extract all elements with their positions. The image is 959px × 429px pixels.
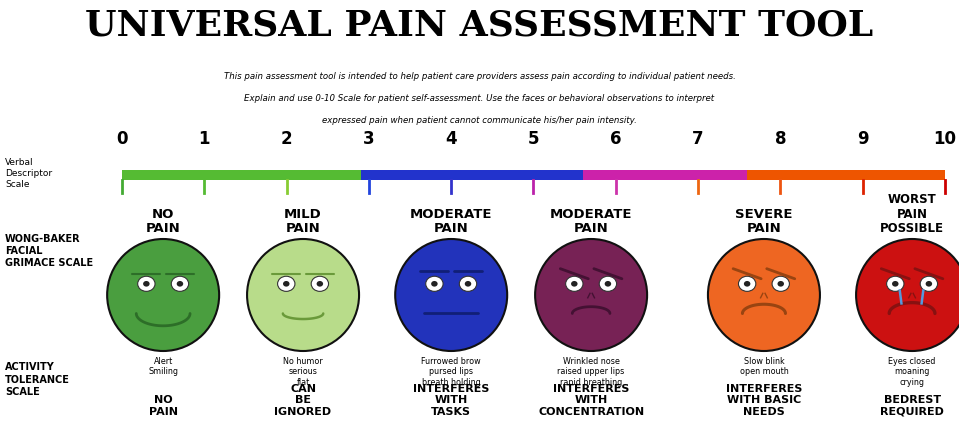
Ellipse shape [772,276,789,291]
Text: No humor
serious
flat: No humor serious flat [283,357,323,387]
Text: 8: 8 [775,130,786,148]
Ellipse shape [311,276,329,291]
Ellipse shape [283,281,290,287]
Text: WONG-BAKER
FACIAL
GRIMACE SCALE: WONG-BAKER FACIAL GRIMACE SCALE [5,233,93,269]
Text: expressed pain when patient cannot communicate his/her pain intensity.: expressed pain when patient cannot commu… [322,116,637,125]
Ellipse shape [172,276,189,291]
Text: 0: 0 [116,130,128,148]
Text: INTERFERES
WITH BASIC
NEEDS: INTERFERES WITH BASIC NEEDS [726,384,802,417]
Text: This pain assessment tool is intended to help patient care providers assess pain: This pain assessment tool is intended to… [223,72,736,81]
Text: 6: 6 [610,130,621,148]
Text: SEVERE
PAIN: SEVERE PAIN [736,208,793,235]
Text: 2: 2 [281,130,292,148]
Text: Wrinkled nose
raised upper lips
rapid breathing: Wrinkled nose raised upper lips rapid br… [557,357,624,387]
Text: Alert
Smiling: Alert Smiling [148,357,178,376]
Text: 5: 5 [527,130,539,148]
Text: WORST
PAIN
POSSIBLE: WORST PAIN POSSIBLE [880,193,944,235]
Ellipse shape [247,239,359,351]
Text: 9: 9 [857,130,869,148]
FancyBboxPatch shape [361,170,583,180]
Ellipse shape [277,276,295,291]
Text: Furrowed brow
pursed lips
breath holding: Furrowed brow pursed lips breath holding [421,357,481,387]
Ellipse shape [892,281,899,287]
Ellipse shape [571,281,577,287]
Text: MODERATE
PAIN: MODERATE PAIN [550,208,632,235]
FancyBboxPatch shape [747,170,945,180]
Ellipse shape [316,281,323,287]
Ellipse shape [426,276,443,291]
Text: 3: 3 [363,130,375,148]
Ellipse shape [738,276,756,291]
Ellipse shape [599,276,617,291]
Ellipse shape [465,281,471,287]
Text: ACTIVITY
TOLERANCE
SCALE: ACTIVITY TOLERANCE SCALE [5,362,70,397]
FancyBboxPatch shape [122,170,361,180]
FancyBboxPatch shape [583,170,747,180]
Text: 10: 10 [933,130,956,148]
Text: BEDREST
REQUIRED: BEDREST REQUIRED [880,396,944,417]
Ellipse shape [921,276,938,291]
Ellipse shape [778,281,784,287]
Text: 7: 7 [692,130,704,148]
Ellipse shape [856,239,959,351]
Ellipse shape [459,276,477,291]
Ellipse shape [143,281,150,287]
Text: NO
PAIN: NO PAIN [146,208,180,235]
Ellipse shape [176,281,183,287]
Ellipse shape [535,239,647,351]
Text: NO
PAIN: NO PAIN [149,396,177,417]
Ellipse shape [925,281,932,287]
Text: 4: 4 [445,130,457,148]
Text: Verbal
Descriptor
Scale: Verbal Descriptor Scale [5,158,52,189]
Text: Slow blink
open mouth: Slow blink open mouth [739,357,788,376]
Text: INTERFERES
WITH
TASKS: INTERFERES WITH TASKS [413,384,489,417]
Ellipse shape [887,276,904,291]
Text: UNIVERSAL PAIN ASSESSMENT TOOL: UNIVERSAL PAIN ASSESSMENT TOOL [85,8,874,42]
Text: Eyes closed
moaning
crying: Eyes closed moaning crying [888,357,936,387]
Ellipse shape [708,239,820,351]
Ellipse shape [395,239,507,351]
Ellipse shape [107,239,220,351]
Text: MILD
PAIN: MILD PAIN [284,208,322,235]
Ellipse shape [566,276,583,291]
Ellipse shape [744,281,750,287]
Text: Explain and use 0-10 Scale for patient self-assessment. Use the faces or behavio: Explain and use 0-10 Scale for patient s… [245,94,714,103]
Ellipse shape [605,281,611,287]
Text: 1: 1 [199,130,210,148]
Ellipse shape [138,276,155,291]
Text: MODERATE
PAIN: MODERATE PAIN [409,208,493,235]
Text: CAN
BE
IGNORED: CAN BE IGNORED [274,384,332,417]
Text: INTERFERES
WITH
CONCENTRATION: INTERFERES WITH CONCENTRATION [538,384,644,417]
Ellipse shape [432,281,437,287]
